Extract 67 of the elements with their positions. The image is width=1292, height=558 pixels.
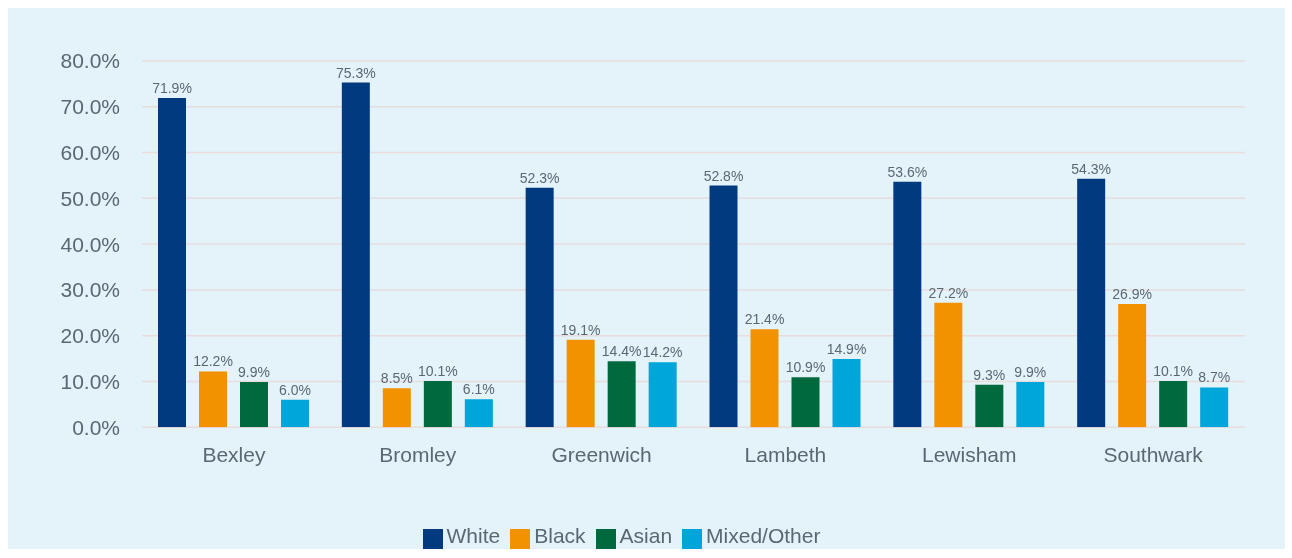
bar: [1118, 304, 1147, 428]
data-label: 14.2%: [642, 344, 683, 361]
bar: [281, 399, 309, 428]
y-tick-label: 80.0%: [60, 49, 120, 73]
bar: [525, 187, 554, 428]
y-tick-label: 0.0%: [72, 415, 120, 439]
data-label: 21.4%: [744, 311, 785, 328]
data-label: 75.3%: [335, 64, 376, 81]
data-label: 8.7%: [1198, 369, 1231, 386]
bar: [648, 362, 677, 428]
data-label: 10.1%: [417, 363, 458, 379]
data-label: 26.9%: [1112, 286, 1153, 303]
data-label: 19.1%: [560, 321, 601, 338]
data-label: 9.9%: [238, 363, 270, 380]
y-tick-label: 70.0%: [60, 95, 120, 119]
data-label: 27.2%: [928, 284, 969, 301]
data-label: 14.4%: [601, 343, 642, 360]
legend-label: Asian: [619, 524, 673, 548]
bar: [341, 82, 370, 428]
bar: [1159, 381, 1188, 428]
data-label: 54.3%: [1071, 160, 1112, 177]
bar: [199, 371, 227, 428]
legend-label: White: [446, 524, 501, 548]
data-label: 53.6%: [887, 163, 928, 180]
bar: [607, 361, 636, 428]
bar: [382, 388, 411, 428]
data-label: 10.9%: [785, 359, 826, 376]
y-tick-label: 30.0%: [60, 278, 120, 302]
y-tick-label: 40.0%: [60, 232, 120, 256]
bar: [791, 377, 820, 428]
data-label: 6.1%: [462, 381, 495, 398]
data-label: 14.9%: [826, 341, 867, 358]
data-label: 52.8%: [703, 167, 744, 184]
y-tick-label: 50.0%: [60, 186, 120, 210]
x-tick-label: Lambeth: [744, 443, 827, 467]
data-label: 12.2%: [193, 353, 233, 370]
data-label: 9.9%: [1014, 363, 1047, 380]
data-label: 52.3%: [519, 169, 560, 186]
x-tick-label: Bexley: [202, 443, 266, 467]
data-label: 9.3%: [973, 366, 1006, 383]
data-label: 6.0%: [279, 381, 311, 398]
data-label: 71.9%: [152, 80, 192, 97]
y-tick-label: 60.0%: [60, 141, 120, 165]
bar: [1016, 381, 1045, 428]
bar: [464, 399, 493, 428]
bar: [832, 359, 861, 428]
bar: [1077, 178, 1106, 428]
data-label: 8.5%: [380, 370, 413, 387]
x-tick-label: Bromley: [379, 443, 457, 467]
x-tick-label: Lewisham: [921, 443, 1017, 467]
bar: [1200, 387, 1229, 428]
bar: [893, 181, 922, 428]
data-label: 10.1%: [1153, 363, 1194, 379]
bar: [975, 384, 1004, 428]
bar: [566, 339, 595, 428]
bar: [158, 98, 186, 428]
y-tick-label: 10.0%: [60, 369, 120, 393]
bar: [750, 329, 779, 428]
bar: [709, 185, 738, 428]
bar: [240, 381, 268, 428]
legend-label: Mixed/Other: [706, 524, 821, 548]
x-tick-label: Southwark: [1103, 443, 1204, 467]
bar: [934, 302, 963, 428]
x-tick-label: Greenwich: [551, 443, 652, 467]
legend-label: Black: [534, 524, 586, 548]
y-tick-label: 20.0%: [60, 324, 120, 348]
bar: [423, 381, 452, 428]
